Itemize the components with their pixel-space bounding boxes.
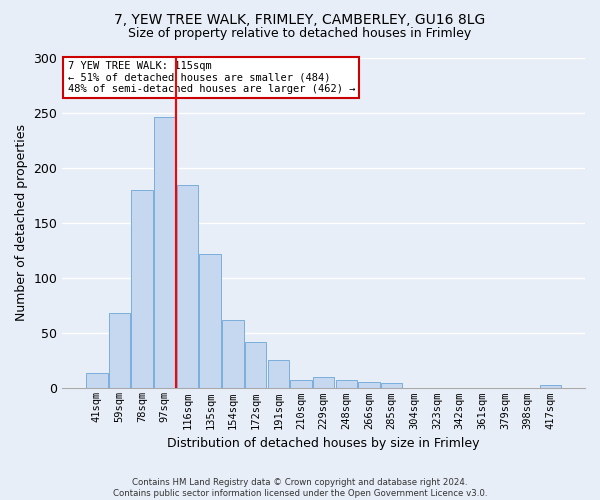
Bar xyxy=(290,380,312,388)
Bar xyxy=(154,117,176,388)
Y-axis label: Number of detached properties: Number of detached properties xyxy=(15,124,28,322)
Bar xyxy=(109,314,130,388)
Bar xyxy=(335,380,357,388)
Bar xyxy=(131,190,153,388)
Text: Contains HM Land Registry data © Crown copyright and database right 2024.
Contai: Contains HM Land Registry data © Crown c… xyxy=(113,478,487,498)
Text: 7, YEW TREE WALK, FRIMLEY, CAMBERLEY, GU16 8LG: 7, YEW TREE WALK, FRIMLEY, CAMBERLEY, GU… xyxy=(115,12,485,26)
Bar xyxy=(177,186,199,388)
Bar xyxy=(222,320,244,388)
Bar xyxy=(199,254,221,388)
Bar xyxy=(381,383,403,388)
Bar xyxy=(358,382,380,388)
Text: 7 YEW TREE WALK: 115sqm
← 51% of detached houses are smaller (484)
48% of semi-d: 7 YEW TREE WALK: 115sqm ← 51% of detache… xyxy=(68,61,355,94)
Bar xyxy=(539,385,561,388)
Bar xyxy=(245,342,266,388)
X-axis label: Distribution of detached houses by size in Frimley: Distribution of detached houses by size … xyxy=(167,437,480,450)
Bar xyxy=(313,378,334,388)
Bar xyxy=(268,360,289,388)
Bar xyxy=(86,373,107,388)
Text: Size of property relative to detached houses in Frimley: Size of property relative to detached ho… xyxy=(128,28,472,40)
